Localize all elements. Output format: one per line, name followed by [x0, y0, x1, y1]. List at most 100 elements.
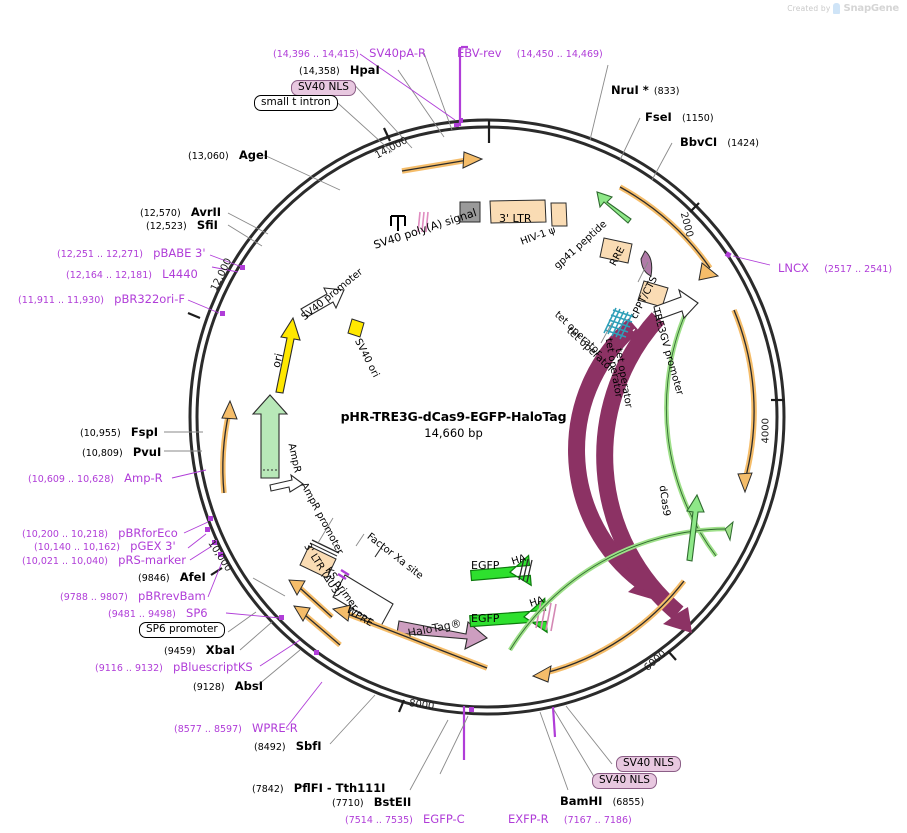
- primer-name: WPRE-R: [252, 721, 298, 735]
- primer-marks: [205, 118, 732, 712]
- primer-label-sv40pa-r: (14,396 .. 14,415) SV40pA-R: [273, 44, 426, 61]
- feature-dcas9: [596, 312, 692, 633]
- enzyme-label-absi: (9128) AbsI: [193, 677, 263, 694]
- feature-3ltr-top: [489, 199, 568, 227]
- enzyme-name: SbfI: [295, 739, 322, 753]
- enzyme-label-bamhi: BamHI (6855): [560, 792, 644, 809]
- enzyme-position: (1424): [727, 138, 759, 149]
- primer-label-lncx: LNCX (2517 .. 2541): [778, 259, 892, 276]
- primer-name: LNCX: [778, 261, 809, 275]
- feature-rre-box: [599, 237, 633, 264]
- feature-ampr: [251, 394, 289, 479]
- primer-label-l4440: (12,164 .. 12,181) L4440: [66, 265, 198, 282]
- primer-label-prs-marker: (10,021 .. 10,040) pRS-marker: [22, 551, 186, 568]
- backbone-ticks: [187, 120, 784, 713]
- primer-name: pBABE 3': [153, 246, 206, 260]
- plasmid-size: 14,660 bp: [424, 426, 483, 440]
- primer-range: (10,021 .. 10,040): [22, 556, 108, 567]
- primer-range: (10,200 .. 10,218): [22, 529, 108, 540]
- primer-range: (9116 .. 9132): [95, 663, 163, 674]
- primer-label-wpre-r: (8577 .. 8597) WPRE-R: [174, 719, 298, 736]
- feature-sv40-polya-box: [459, 201, 481, 223]
- feature-halotag: [396, 620, 488, 650]
- primer-label-sp6: (9481 .. 9498) SP6: [108, 604, 208, 621]
- primer-label-pbr322ori-f: (11,911 .. 11,930) pBR322ori-F: [18, 290, 185, 307]
- primer-name: L4440: [162, 267, 198, 281]
- primer-name: pBRrevBam: [138, 589, 206, 603]
- primer-label-egfp-c: (7514 .. 7535) EGFP-C: [345, 810, 465, 827]
- feature-label-3ltr: 3' LTR: [499, 212, 532, 225]
- enzyme-label-nrui: NruI * (833): [611, 81, 679, 98]
- pill-label-sv40-nls-b2: SV40 NLS: [592, 773, 657, 790]
- snapgene-watermark: Created by SnapGene: [787, 3, 899, 14]
- enzyme-label-pflfi-tth111i: (7842) PflFI - Tth111I: [252, 779, 385, 796]
- primer-name: pGEX 3': [130, 539, 176, 553]
- feature-sv40-ori: [347, 318, 365, 338]
- enzyme-position: (12,570): [140, 208, 181, 219]
- enzyme-position: (7710): [332, 798, 364, 809]
- enzyme-name: XbaI: [205, 643, 235, 657]
- enzyme-position: (7842): [252, 784, 284, 795]
- primer-range: (12,251 .. 12,271): [57, 249, 143, 260]
- pill-label-small-t-intron: small t intron: [254, 95, 338, 112]
- primer-range: (7514 .. 7535): [345, 815, 413, 826]
- primer-name: pRS-marker: [118, 553, 186, 567]
- enzyme-label-fsei: FseI (1150): [645, 108, 714, 125]
- enzyme-name: FspI: [130, 425, 159, 439]
- feature-factor-xa-tick: [374, 544, 384, 558]
- feature-ha-inner: [518, 557, 533, 583]
- enzyme-position: (833): [653, 86, 680, 97]
- enzyme-label-hpai: (14,358) HpaI: [299, 61, 380, 78]
- enzyme-label-xbai: (9459) XbaI: [164, 641, 235, 658]
- primer-name: EXFP-R: [508, 812, 549, 826]
- feature-promoter-arcs: [508, 191, 734, 652]
- primer-name: pBR322ori-F: [114, 292, 186, 306]
- page-title: pHR-TRE3G-dCas9-EGFP-HaloTag: [340, 409, 567, 424]
- enzyme-position: (1150): [681, 113, 714, 124]
- primer-label-amp-r: (10,609 .. 10,628) Amp-R: [28, 469, 163, 486]
- primer-label-pbabe3: (12,251 .. 12,271) pBABE 3': [57, 244, 206, 261]
- snapgene-logo-icon: [833, 3, 841, 14]
- enzyme-position: (10,809): [82, 448, 123, 459]
- feature-orange-arrows: [220, 151, 757, 683]
- primer-range: (9481 .. 9498): [108, 609, 176, 620]
- feature-polya-glyph: [390, 215, 406, 231]
- feature-ampr-promoter: [269, 473, 304, 493]
- enzyme-name: BamHI: [560, 794, 603, 808]
- primer-name: SP6: [186, 606, 208, 620]
- enzyme-label-bsteii: (7710) BstEII: [332, 793, 411, 810]
- plasmid-title-block: pHR-TRE3G-dCas9-EGFP-HaloTag 14,660 bp: [0, 409, 907, 440]
- primer-range: (12,164 .. 12,181): [66, 270, 152, 281]
- feature-label-egfp-1: EGFP: [471, 559, 500, 572]
- enzyme-label-sbfi: (8492) SbfI: [254, 737, 322, 754]
- enzyme-position: (9128): [193, 682, 225, 693]
- feature-gp41-leaf: [640, 250, 653, 277]
- primer-label-pbluescriptks: (9116 .. 9132) pBluescriptKS: [95, 658, 253, 675]
- enzyme-name: BstEII: [373, 795, 412, 809]
- enzyme-name: AbsI: [234, 679, 264, 693]
- feature-pink-ticks-top: [417, 211, 429, 233]
- enzyme-label-fspi: (10,955) FspI: [80, 423, 158, 440]
- primer-label-pbrrevbam: (9788 .. 9807) pBRrevBam: [60, 587, 206, 604]
- enzyme-position: (10,955): [80, 428, 121, 439]
- primer-label-ebv-rev: EBV-rev (14,450 .. 14,469): [457, 44, 603, 61]
- primer-name: EBV-rev: [457, 46, 502, 60]
- enzyme-position: (12,523): [146, 221, 187, 232]
- enzyme-label-afei: (9846) AfeI: [138, 568, 206, 585]
- enzyme-label-avrii: (12,570) AvrII: [140, 203, 221, 220]
- enzyme-position: (6855): [612, 797, 645, 808]
- feature-ori: [275, 316, 301, 394]
- enzyme-label-sfii: (12,523) SfiI: [146, 216, 218, 233]
- enzyme-name: PflFI - Tth111I: [293, 781, 386, 795]
- tick-label-4000: 4000: [760, 418, 772, 444]
- primer-range: (10,609 .. 10,628): [28, 474, 114, 485]
- pill-label-sv40-nls-top: SV40 NLS: [291, 80, 356, 97]
- enzyme-name: FseI: [645, 110, 672, 124]
- primer-range: (14,396 .. 14,415): [273, 49, 359, 60]
- feature-sv40-promoter: [300, 287, 345, 318]
- enzyme-position: (14,358): [299, 66, 340, 77]
- primer-name: SV40pA-R: [369, 46, 427, 60]
- primer-range: (9788 .. 9807): [60, 592, 128, 603]
- enzyme-position: (8492): [254, 742, 286, 753]
